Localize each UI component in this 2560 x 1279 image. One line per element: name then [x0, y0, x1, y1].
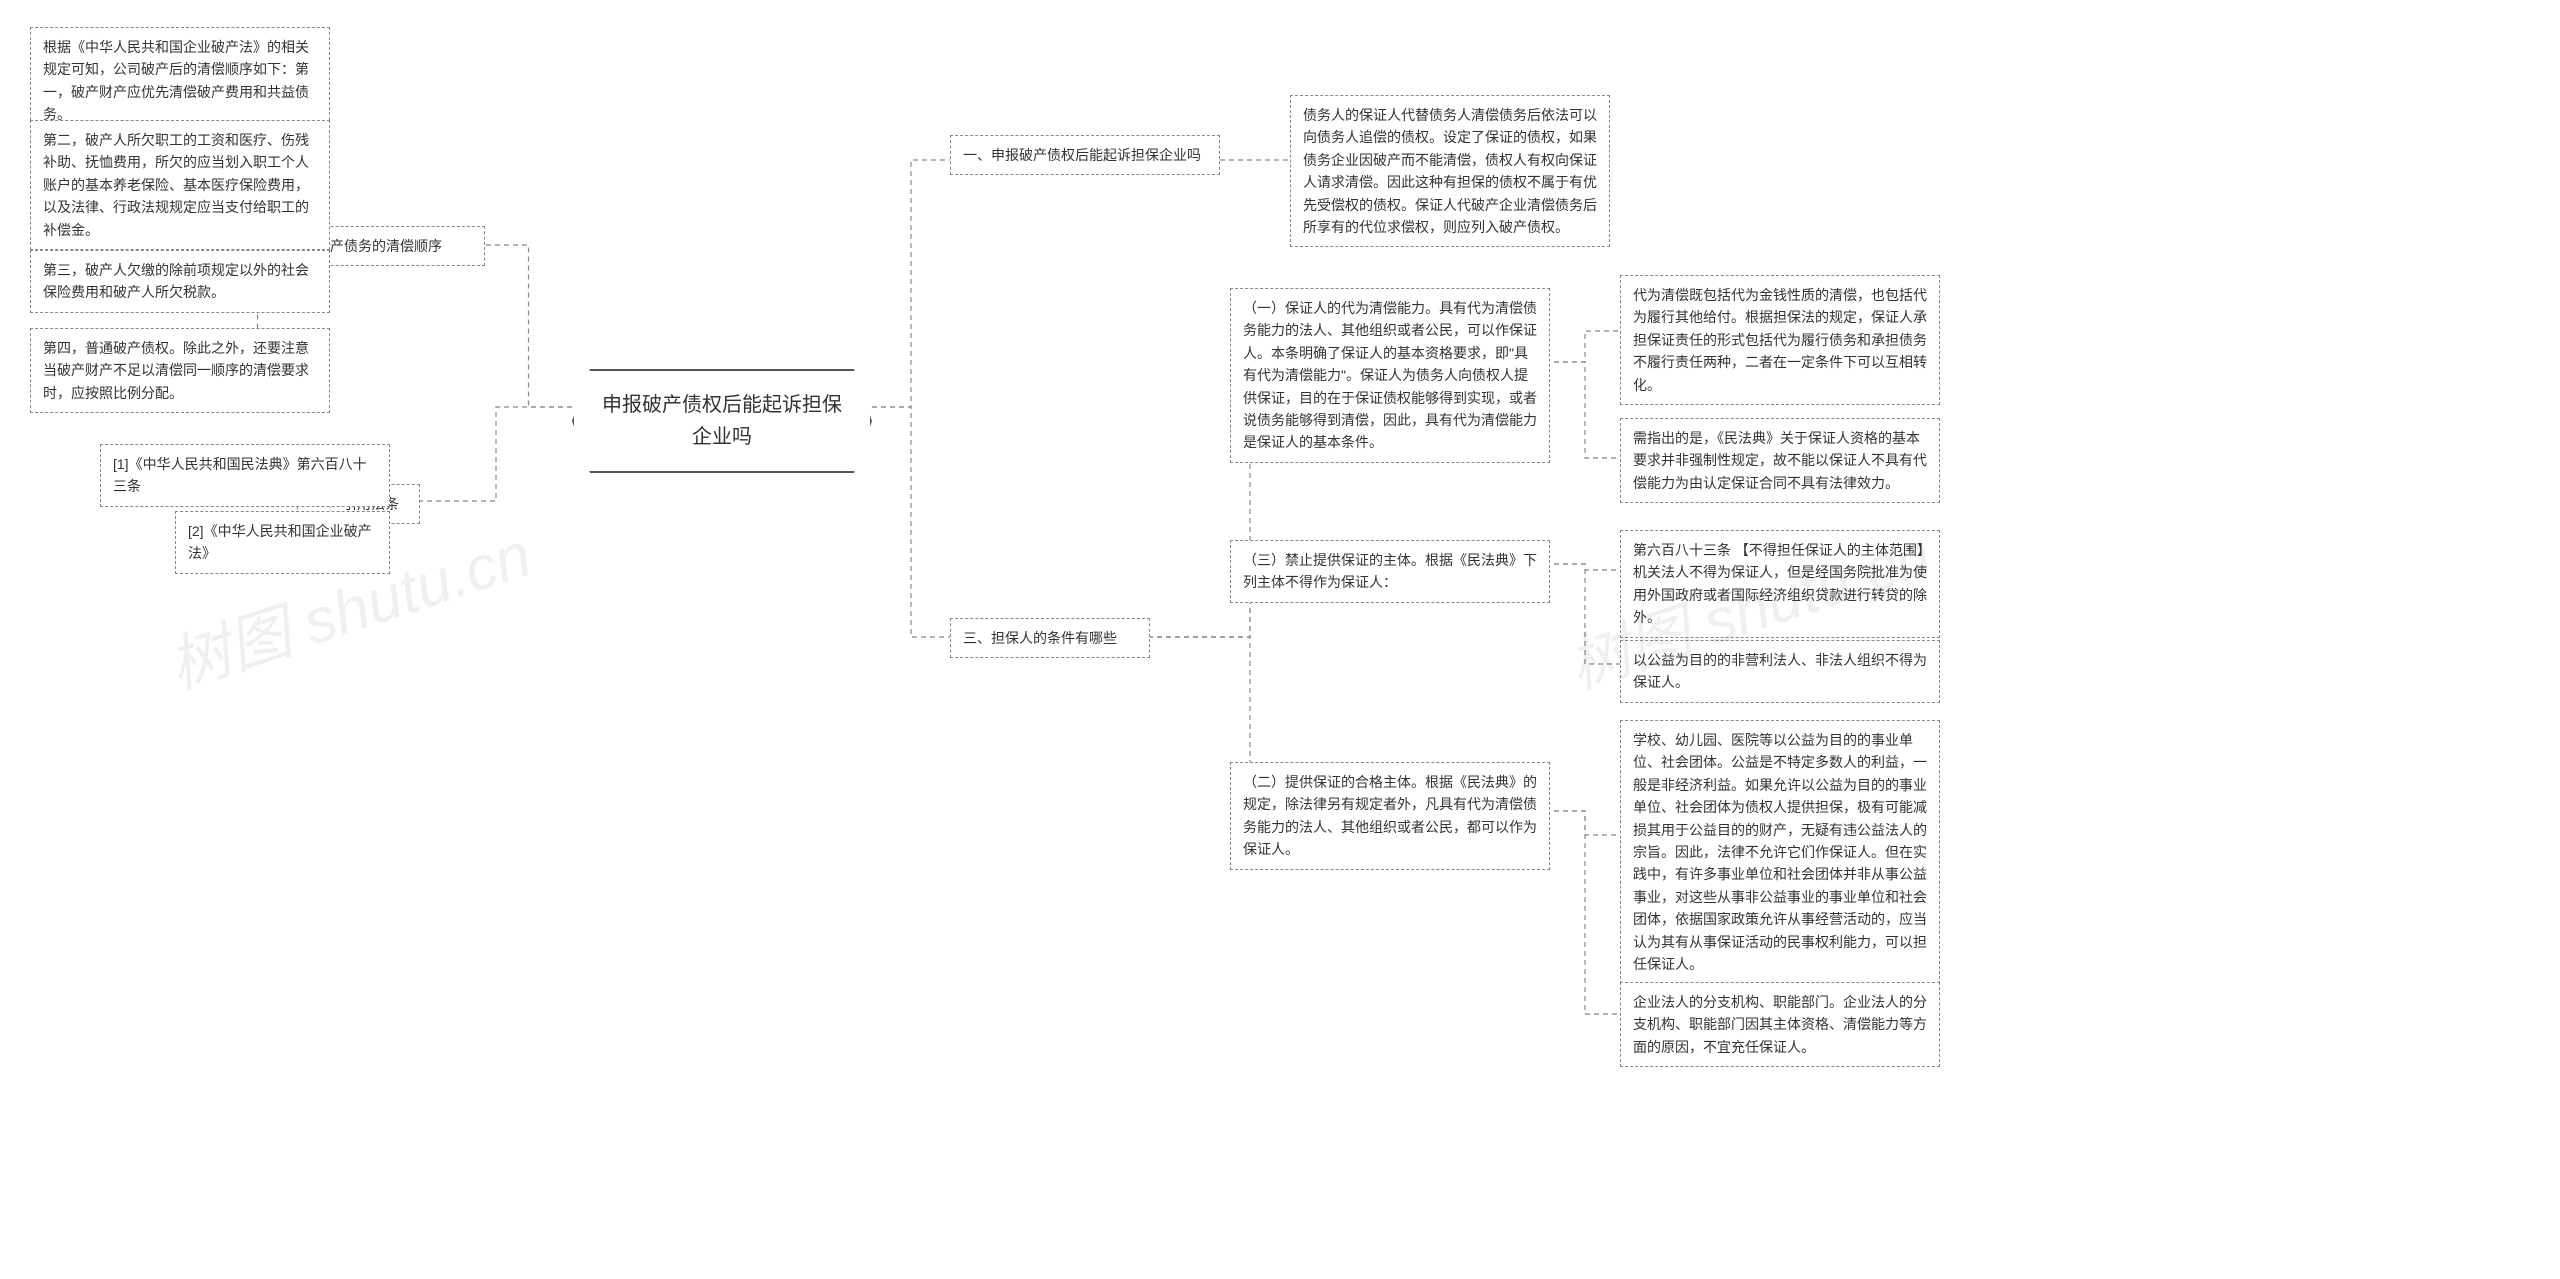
- section-3-item-3: （三）禁止提供保证的主体。根据《民法典》下列主体不得作为保证人：: [1230, 540, 1550, 603]
- section-1: 一、申报破产债权后能起诉担保企业吗: [950, 135, 1220, 175]
- section-3-item-2-sub-1: 学校、幼儿园、医院等以公益为目的的事业单位、社会团体。公益是不特定多数人的利益，…: [1620, 720, 1940, 984]
- section-3-item-3-sub-1: 第六百八十三条 【不得担任保证人的主体范围】机关法人不得为保证人，但是经国务院批…: [1620, 530, 1940, 638]
- section-3: 三、担保人的条件有哪些: [950, 618, 1150, 658]
- connector-layer: [0, 0, 2560, 1279]
- reference-2: [2]《中华人民共和国企业破产法》: [175, 511, 390, 574]
- section-3-item-1: （一）保证人的代为清偿能力。具有代为清偿债务能力的法人、其他组织或者公民，可以作…: [1230, 288, 1550, 463]
- section-2-item-1: 根据《中华人民共和国企业破产法》的相关规定可知，公司破产后的清偿顺序如下：第一，…: [30, 27, 330, 135]
- section-3-item-2: （二）提供保证的合格主体。根据《民法典》的规定，除法律另有规定者外，凡具有代为清…: [1230, 762, 1550, 870]
- reference-1: [1]《中华人民共和国民法典》第六百八十三条: [100, 444, 390, 507]
- section-2-item-4: 第四，普通破产债权。除此之外，还要注意当破产财产不足以清偿同一顺序的清偿要求时，…: [30, 328, 330, 413]
- section-2-item-3: 第三，破产人欠缴的除前项规定以外的社会保险费用和破产人所欠税款。: [30, 250, 330, 313]
- root-node: 申报破产债权后能起诉担保企业吗: [572, 369, 872, 473]
- section-3-item-3-sub-2: 以公益为目的的非营利法人、非法人组织不得为保证人。: [1620, 640, 1940, 703]
- section-3-item-1-sub-1: 代为清偿既包括代为金钱性质的清偿，也包括代为履行其他给付。根据担保法的规定，保证…: [1620, 275, 1940, 405]
- section-2-item-2: 第二，破产人所欠职工的工资和医疗、伤残补助、抚恤费用，所欠的应当划入职工个人账户…: [30, 120, 330, 250]
- section-3-item-1-sub-2: 需指出的是，《民法典》关于保证人资格的基本要求并非强制性规定，故不能以保证人不具…: [1620, 418, 1940, 503]
- section-3-item-2-sub-2: 企业法人的分支机构、职能部门。企业法人的分支机构、职能部门因其主体资格、清偿能力…: [1620, 982, 1940, 1067]
- section-1-detail: 债务人的保证人代替债务人清偿债务后依法可以向债务人追偿的债权。设定了保证的债权，…: [1290, 95, 1610, 247]
